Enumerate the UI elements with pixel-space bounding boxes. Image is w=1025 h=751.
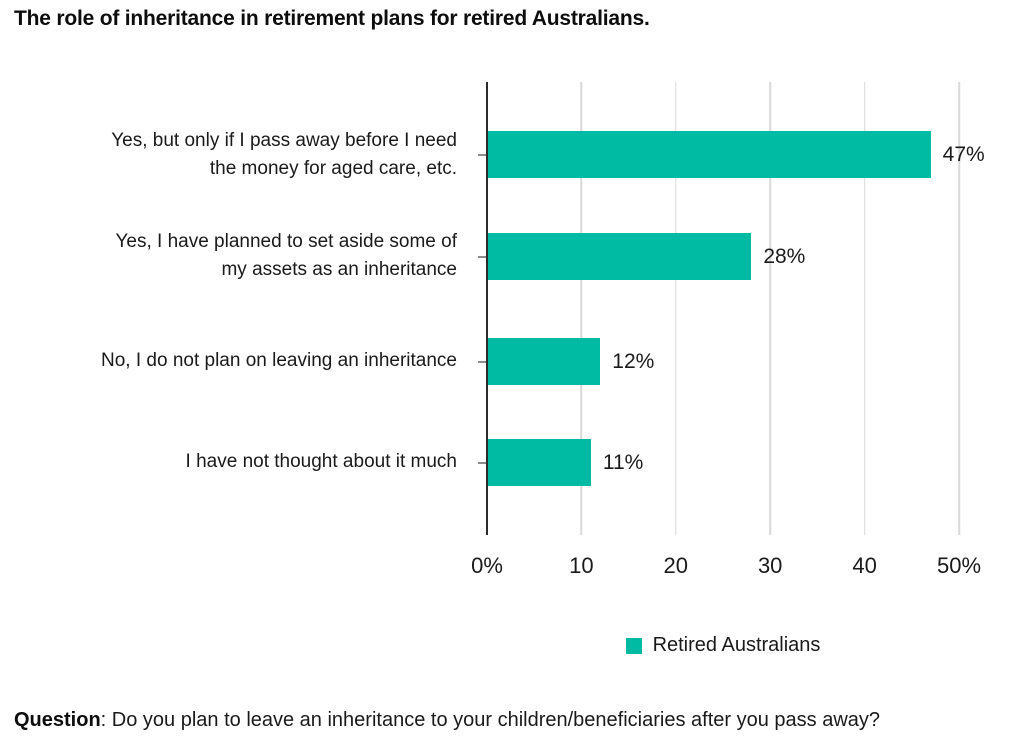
gridline xyxy=(675,82,677,535)
category-label: No, I do not plan on leaving an inherita… xyxy=(0,347,457,375)
legend-swatch xyxy=(625,637,642,654)
gridline xyxy=(580,82,583,535)
category-label-line: my assets as an inheritance xyxy=(221,259,457,280)
category-label-line: Yes, but only if I pass away before I ne… xyxy=(111,130,457,151)
category-tick xyxy=(478,360,487,363)
x-axis-tick-label: 10 xyxy=(569,553,594,578)
bar-row: 28% xyxy=(478,233,959,280)
chart-title: The role of inheritance in retirement pl… xyxy=(14,7,650,30)
category-tick xyxy=(478,461,487,464)
x-axis-tick-label: 20 xyxy=(663,553,689,578)
bar-row: 47% xyxy=(478,131,985,178)
category-label: Yes, I have planned to set aside some of… xyxy=(0,228,457,284)
category-label: Yes, but only if I pass away before I ne… xyxy=(0,127,457,183)
gridline xyxy=(769,82,771,535)
gridline xyxy=(863,82,866,535)
question-text: Question: Do you plan to leave an inheri… xyxy=(14,709,880,732)
x-axis-tick-label: 40 xyxy=(852,553,877,578)
gridline xyxy=(958,82,960,535)
category-label-line: Yes, I have planned to set aside some of xyxy=(115,231,457,252)
x-axis-tick-label: 0% xyxy=(471,553,503,578)
category-tick xyxy=(478,153,487,156)
question-body: : Do you plan to leave an inheritance to… xyxy=(100,709,881,731)
category-label-line: No, I do not plan on leaving an inherita… xyxy=(101,350,457,371)
legend: Retired Australians xyxy=(487,634,959,657)
bar xyxy=(487,338,601,385)
y-axis-line xyxy=(486,82,488,535)
legend-label: Retired Australians xyxy=(652,634,821,656)
bar xyxy=(487,439,591,486)
bar-value-label: 28% xyxy=(763,244,806,268)
bar-value-label: 12% xyxy=(612,349,655,373)
category-tick xyxy=(478,255,487,258)
category-label-line: I have not thought about it much xyxy=(185,451,457,472)
bar-value-label: 47% xyxy=(942,142,985,166)
bar xyxy=(487,131,931,178)
bar-row: 12% xyxy=(478,338,959,385)
question-prefix: Question xyxy=(14,709,101,731)
category-label-line: the money for aged care, etc. xyxy=(209,158,457,179)
x-axis-tick-label: 50% xyxy=(936,553,982,578)
bar-value-label: 11% xyxy=(602,450,644,474)
category-label: I have not thought about it much xyxy=(0,448,457,476)
x-axis: 0% 10 20 30 40 50% xyxy=(471,553,981,583)
bar-row: 11% xyxy=(478,439,959,486)
x-axis-tick-label: 30 xyxy=(757,553,783,578)
bar xyxy=(487,233,752,280)
plot-area: 47% 28% 12% 11% xyxy=(478,82,985,535)
